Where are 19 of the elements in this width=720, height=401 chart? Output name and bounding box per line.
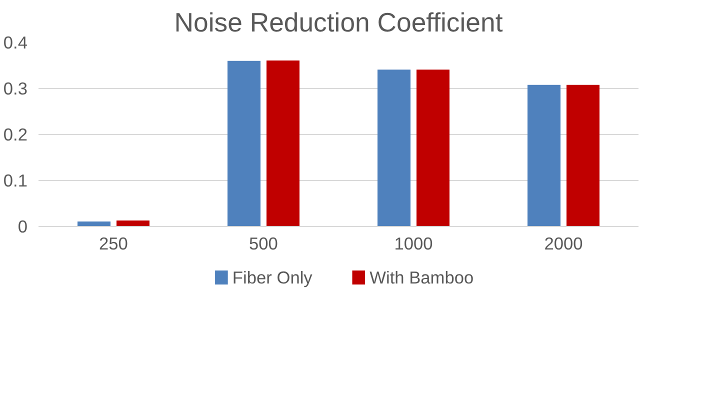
y-tick-label: 0.3 <box>3 78 28 98</box>
x-tick-label: 250 <box>99 234 128 254</box>
bar <box>228 60 260 226</box>
chart-title: Noise Reduction Coefficient <box>174 8 504 38</box>
bar <box>416 70 450 226</box>
x-tick-label: 2000 <box>544 234 583 254</box>
bar <box>566 84 600 226</box>
y-tick-label: 0.4 <box>3 32 28 52</box>
bar <box>116 220 150 226</box>
y-tick-label: 0 <box>18 216 28 236</box>
legend-label: With Bamboo <box>370 268 474 288</box>
x-tick-label: 1000 <box>394 234 433 254</box>
y-tick-label: 0.1 <box>3 170 28 190</box>
x-tick-label: 500 <box>249 234 278 254</box>
bar <box>266 60 300 226</box>
legend-label: Fiber Only <box>232 268 313 288</box>
bar <box>528 84 560 226</box>
y-tick-label: 0.2 <box>3 124 28 144</box>
bar <box>378 70 410 226</box>
